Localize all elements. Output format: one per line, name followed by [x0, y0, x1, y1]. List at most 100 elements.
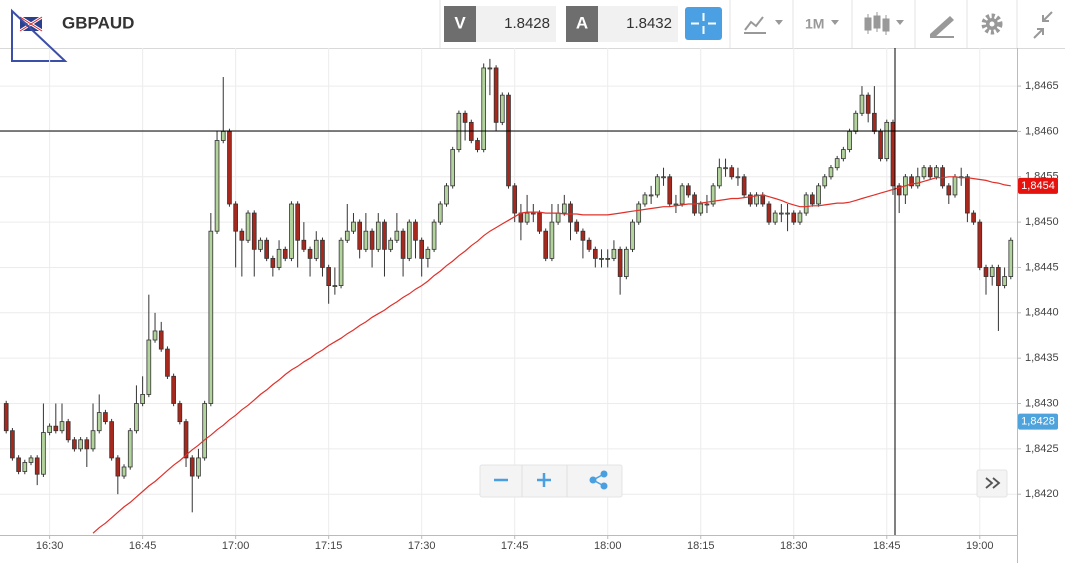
candle-body — [971, 212, 976, 223]
candle-body — [580, 230, 586, 241]
candle-body — [834, 158, 840, 169]
candle-body — [512, 185, 518, 214]
x-tick-label: 18:00 — [594, 540, 622, 552]
candle-body — [431, 221, 437, 250]
candle-body — [332, 285, 338, 288]
candle-body — [487, 67, 493, 70]
candle-body — [642, 194, 648, 205]
candle-body — [704, 203, 710, 206]
candle-body — [754, 194, 759, 205]
flag-icon — [19, 15, 43, 33]
candle-body — [592, 248, 598, 259]
candle-body — [444, 185, 449, 205]
candle-body — [16, 457, 21, 472]
y-tick-label: 1,8460 — [1025, 125, 1059, 137]
ask-label-box — [566, 6, 598, 42]
x-tick-label: 17:30 — [408, 540, 436, 552]
candle-body — [375, 221, 381, 250]
candle-body — [977, 221, 983, 268]
y-tick-label: 1,8445 — [1025, 261, 1059, 273]
candle-body — [171, 375, 176, 404]
candle-body — [841, 149, 846, 160]
candle-body — [3, 403, 9, 432]
y-tick-label: 1,8440 — [1025, 307, 1059, 319]
price-tag-label: 1,8428 — [1021, 416, 1055, 428]
candle-body — [245, 212, 251, 241]
draw-button[interactable] — [930, 16, 954, 38]
candle-body — [655, 176, 660, 196]
plot-area — [0, 48, 1017, 535]
candle-body — [1008, 239, 1014, 277]
ask-value: 1.8432 — [626, 15, 672, 32]
collapse-button[interactable] — [1033, 11, 1053, 39]
candle-body — [227, 131, 232, 205]
ask-label: A — [576, 13, 588, 32]
candle-body — [369, 230, 375, 250]
candle-body — [28, 457, 34, 463]
candle-body — [810, 194, 815, 205]
candle-body — [196, 457, 201, 477]
candle-body — [853, 112, 859, 132]
candle-body — [450, 149, 456, 187]
candle-body — [499, 94, 505, 123]
bid-button[interactable]: V 1.8428 — [444, 6, 556, 42]
candle-body — [946, 185, 952, 196]
candle-body — [524, 212, 530, 223]
timeframe-button[interactable]: 1M — [805, 16, 839, 32]
chart-type-button[interactable] — [864, 12, 904, 35]
candle-body — [822, 176, 828, 187]
indicators-button[interactable] — [744, 16, 783, 34]
candle-body — [989, 267, 995, 277]
candle-body — [103, 412, 108, 423]
candle-body — [872, 112, 877, 132]
candle-body — [599, 257, 604, 260]
candle-body — [462, 112, 468, 123]
candle-body — [34, 457, 40, 475]
candle-body — [413, 221, 418, 241]
scroll-end-button[interactable] — [976, 469, 1008, 498]
candle-body — [22, 462, 28, 472]
candle-body — [140, 394, 145, 404]
y-tick-label: 1,8465 — [1025, 80, 1059, 92]
candle-body — [611, 248, 617, 259]
candle-body — [202, 403, 207, 459]
candle-body — [115, 457, 121, 477]
candle-body — [673, 203, 679, 206]
candle-body — [53, 425, 59, 432]
candle-body — [47, 425, 52, 433]
price-tag — [1018, 177, 1058, 194]
candle-body — [624, 248, 629, 277]
x-tick-label: 16:45 — [129, 540, 157, 552]
candle-body — [326, 267, 331, 287]
y-tick-label: 1,8450 — [1025, 216, 1059, 228]
candle-body — [723, 167, 728, 170]
candle-body — [530, 212, 536, 215]
share-button[interactable] — [589, 470, 608, 490]
candle-body — [127, 430, 133, 468]
y-tick-label: 1,8435 — [1025, 352, 1059, 364]
candle-body — [605, 257, 611, 260]
crosshair-button[interactable] — [685, 7, 722, 40]
candle-body — [208, 230, 214, 404]
candle-body — [10, 430, 15, 459]
candle-body — [419, 239, 425, 259]
candle-body — [475, 140, 480, 150]
candle-body — [394, 230, 400, 241]
candle-body — [636, 203, 642, 223]
candle-body — [146, 339, 152, 395]
candle-body — [729, 167, 735, 178]
x-tick-label: 19:00 — [966, 540, 994, 552]
candle-body — [549, 221, 555, 259]
ask-value-box — [598, 6, 678, 42]
candle-body — [313, 239, 319, 259]
zoom-controls — [479, 464, 623, 498]
settings-button[interactable] — [981, 13, 1003, 35]
bid-label-box — [444, 6, 476, 42]
candle-body — [189, 457, 195, 477]
zoom-in-button[interactable] — [537, 473, 551, 487]
candle-body — [90, 430, 96, 450]
candle-body — [121, 466, 127, 477]
ask-button[interactable]: A 1.8432 — [566, 6, 678, 42]
candle-body — [940, 167, 945, 187]
